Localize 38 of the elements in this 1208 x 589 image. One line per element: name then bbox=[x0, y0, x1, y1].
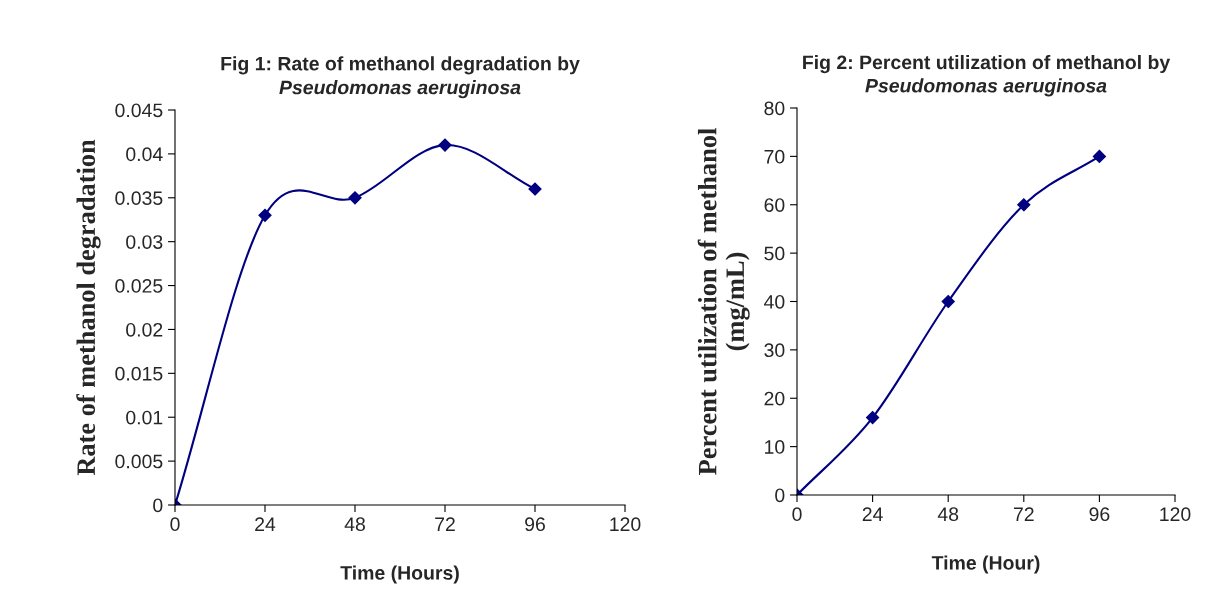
x-tick-label: 96 bbox=[525, 517, 545, 532]
chart-subtitle: Pseudomonas aeruginosa bbox=[865, 78, 1107, 97]
x-tick-label: 120 bbox=[610, 517, 641, 532]
chart-subtitle: Pseudomonas aeruginosa bbox=[279, 80, 521, 99]
y-tick-label: 60 bbox=[764, 198, 785, 212]
y-tick-label: 70 bbox=[764, 149, 785, 164]
y-tick-label: 40 bbox=[764, 294, 785, 309]
y-tick-label: 80 bbox=[764, 101, 785, 116]
x-tick-label: 96 bbox=[1089, 507, 1110, 522]
y-tick-label: 0.02 bbox=[126, 322, 163, 337]
chart-title: Fig 2: Percent utilization of methanol by bbox=[803, 54, 1171, 74]
chart-title: Fig 1: Rate of methanol degradation by bbox=[221, 56, 580, 75]
x-axis-title: Time (Hours) bbox=[340, 565, 459, 584]
x-tick-label: 24 bbox=[255, 517, 276, 531]
y-tick-label: 0.03 bbox=[126, 235, 163, 249]
x-tick-label: 72 bbox=[1013, 507, 1034, 521]
y-tick-label: 0.035 bbox=[115, 191, 163, 206]
y-tick-label: 0.005 bbox=[115, 454, 163, 469]
y-tick-label: 50 bbox=[764, 246, 785, 261]
x-tick-label: 72 bbox=[435, 517, 455, 531]
x-tick-label: 120 bbox=[1160, 507, 1191, 522]
y-tick-label: 0.01 bbox=[126, 410, 163, 425]
y-tick-label: 10 bbox=[765, 440, 785, 454]
x-tick-label: 48 bbox=[344, 517, 365, 532]
y-tick-label: 30 bbox=[764, 343, 785, 358]
x-tick-label: 0 bbox=[170, 517, 180, 532]
y-axis-title: Percent utilization of methanol (mg/mL) bbox=[697, 128, 750, 475]
y-tick-label: 0.045 bbox=[115, 103, 163, 118]
y-tick-label: 0.04 bbox=[126, 147, 163, 162]
x-axis-title: Time (Hour) bbox=[931, 555, 1040, 574]
y-tick-label: 0.015 bbox=[115, 366, 163, 381]
y-axis-title: Rate of methanol degradation bbox=[76, 139, 101, 476]
x-tick-label: 24 bbox=[862, 507, 883, 521]
y-tick-label: 0 bbox=[775, 488, 785, 503]
y-tick-label: 20 bbox=[764, 391, 785, 406]
x-tick-label: 0 bbox=[792, 507, 802, 522]
y-tick-label: 0.025 bbox=[115, 279, 163, 293]
x-tick-label: 48 bbox=[937, 507, 959, 522]
